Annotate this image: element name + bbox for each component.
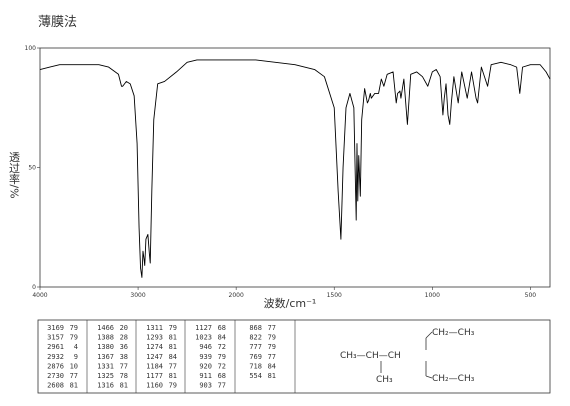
- peak-wavenumber: 554: [249, 372, 262, 380]
- x-tick-label: 3000: [130, 292, 145, 299]
- peak-transmittance: 36: [120, 343, 128, 351]
- peak-transmittance: 38: [120, 353, 128, 361]
- peak-wavenumber: 911: [199, 372, 212, 380]
- peak-wavenumber: 2730: [47, 372, 64, 380]
- y-axis-label: 透过率/%: [8, 151, 21, 198]
- peak-wavenumber: 769: [249, 353, 262, 361]
- x-tick-label: 500: [525, 292, 537, 299]
- peak-transmittance: 84: [268, 362, 276, 370]
- peak-transmittance: 79: [70, 334, 78, 342]
- peak-wavenumber: 822: [249, 334, 262, 342]
- peak-transmittance: 10: [70, 362, 78, 370]
- peak-transmittance: 4: [74, 343, 78, 351]
- peak-transmittance: 81: [169, 334, 177, 342]
- peak-transmittance: 68: [218, 372, 226, 380]
- x-tick-label: 1500: [327, 292, 342, 299]
- peak-wavenumber: 1247: [146, 353, 163, 361]
- peak-wavenumber: 1184: [146, 362, 163, 370]
- peak-wavenumber: 1177: [146, 372, 163, 380]
- peak-transmittance: 68: [218, 324, 226, 332]
- peak-transmittance: 81: [169, 343, 177, 351]
- y-tick-label: 100: [25, 45, 37, 52]
- peak-transmittance: 77: [169, 362, 177, 370]
- structure-label: CH₂—CH₃: [432, 328, 475, 338]
- peak-transmittance: 84: [169, 353, 177, 361]
- peak-wavenumber: 1023: [195, 334, 212, 342]
- peak-wavenumber: 1325: [97, 372, 114, 380]
- bond: [425, 331, 433, 339]
- peak-transmittance: 81: [120, 382, 128, 390]
- peak-transmittance: 81: [169, 372, 177, 380]
- peak-transmittance: 81: [70, 382, 78, 390]
- peak-wavenumber: 2932: [47, 353, 64, 361]
- x-tick-label: 2000: [229, 292, 244, 299]
- structure: CH₂—CH₃ CH₃—CH—CH CH₃ CH₂—CH₃: [340, 328, 475, 385]
- peak-wavenumber: 3169: [47, 324, 64, 332]
- peak-wavenumber: 903: [199, 382, 212, 390]
- peak-wavenumber: 868: [249, 324, 262, 332]
- peak-transmittance: 28: [120, 334, 128, 342]
- peak-transmittance: 77: [218, 382, 226, 390]
- peak-transmittance: 72: [218, 362, 226, 370]
- x-tick-label: 1000: [425, 292, 440, 299]
- peak-wavenumber: 1160: [146, 382, 163, 390]
- peak-transmittance: 77: [268, 353, 276, 361]
- peak-wavenumber: 2608: [47, 382, 64, 390]
- peak-wavenumber: 1311: [146, 324, 163, 332]
- structure-label: CH₂—CH₃: [432, 374, 475, 384]
- peak-transmittance: 78: [120, 372, 128, 380]
- peak-wavenumber: 718: [249, 362, 262, 370]
- peak-wavenumber: 1316: [97, 382, 114, 390]
- spectrum-line: [39, 59, 551, 278]
- peak-transmittance: 79: [218, 353, 226, 361]
- y-tick-label: 50: [28, 165, 36, 172]
- peak-wavenumber: 2961: [47, 343, 64, 351]
- peak-transmittance: 9: [74, 353, 78, 361]
- peak-wavenumber: 920: [199, 362, 212, 370]
- peak-transmittance: 79: [70, 324, 78, 332]
- structure-label: CH₃—CH—CH: [340, 351, 401, 361]
- peak-transmittance: 81: [268, 372, 276, 380]
- chart-title: 薄膜法: [38, 15, 77, 30]
- y-tick-label: 0: [32, 284, 36, 291]
- peak-transmittance: 79: [268, 334, 276, 342]
- peak-wavenumber: 3157: [47, 334, 64, 342]
- peak-wavenumber: 1380: [97, 343, 114, 351]
- peak-wavenumber: 777: [249, 343, 262, 351]
- peak-table-frame: [37, 319, 551, 394]
- bond: [425, 375, 433, 379]
- peak-wavenumber: 1367: [97, 353, 114, 361]
- peak-transmittance: 72: [218, 343, 226, 351]
- structure-label: CH₃: [376, 375, 393, 385]
- peak-transmittance: 84: [218, 334, 226, 342]
- peak-wavenumber: 1127: [195, 324, 212, 332]
- peak-wavenumber: 1331: [97, 362, 114, 370]
- peak-wavenumber: 1293: [146, 334, 163, 342]
- x-axis-label: 波数/cm⁻¹: [264, 297, 317, 310]
- x-tick-label: 4000: [32, 292, 47, 299]
- peak-wavenumber: 1388: [97, 334, 114, 342]
- peak-wavenumber: 1274: [146, 343, 163, 351]
- peak-transmittance: 79: [268, 343, 276, 351]
- peak-wavenumber: 2876: [47, 362, 64, 370]
- peak-wavenumber: 939: [199, 353, 212, 361]
- peak-transmittance: 79: [169, 382, 177, 390]
- peak-transmittance: 77: [70, 372, 78, 380]
- peak-transmittance: 77: [268, 324, 276, 332]
- peak-wavenumber: 946: [199, 343, 212, 351]
- peak-transmittance: 77: [120, 362, 128, 370]
- peak-transmittance: 20: [120, 324, 128, 332]
- peak-transmittance: 79: [169, 324, 177, 332]
- peak-wavenumber: 1466: [97, 324, 114, 332]
